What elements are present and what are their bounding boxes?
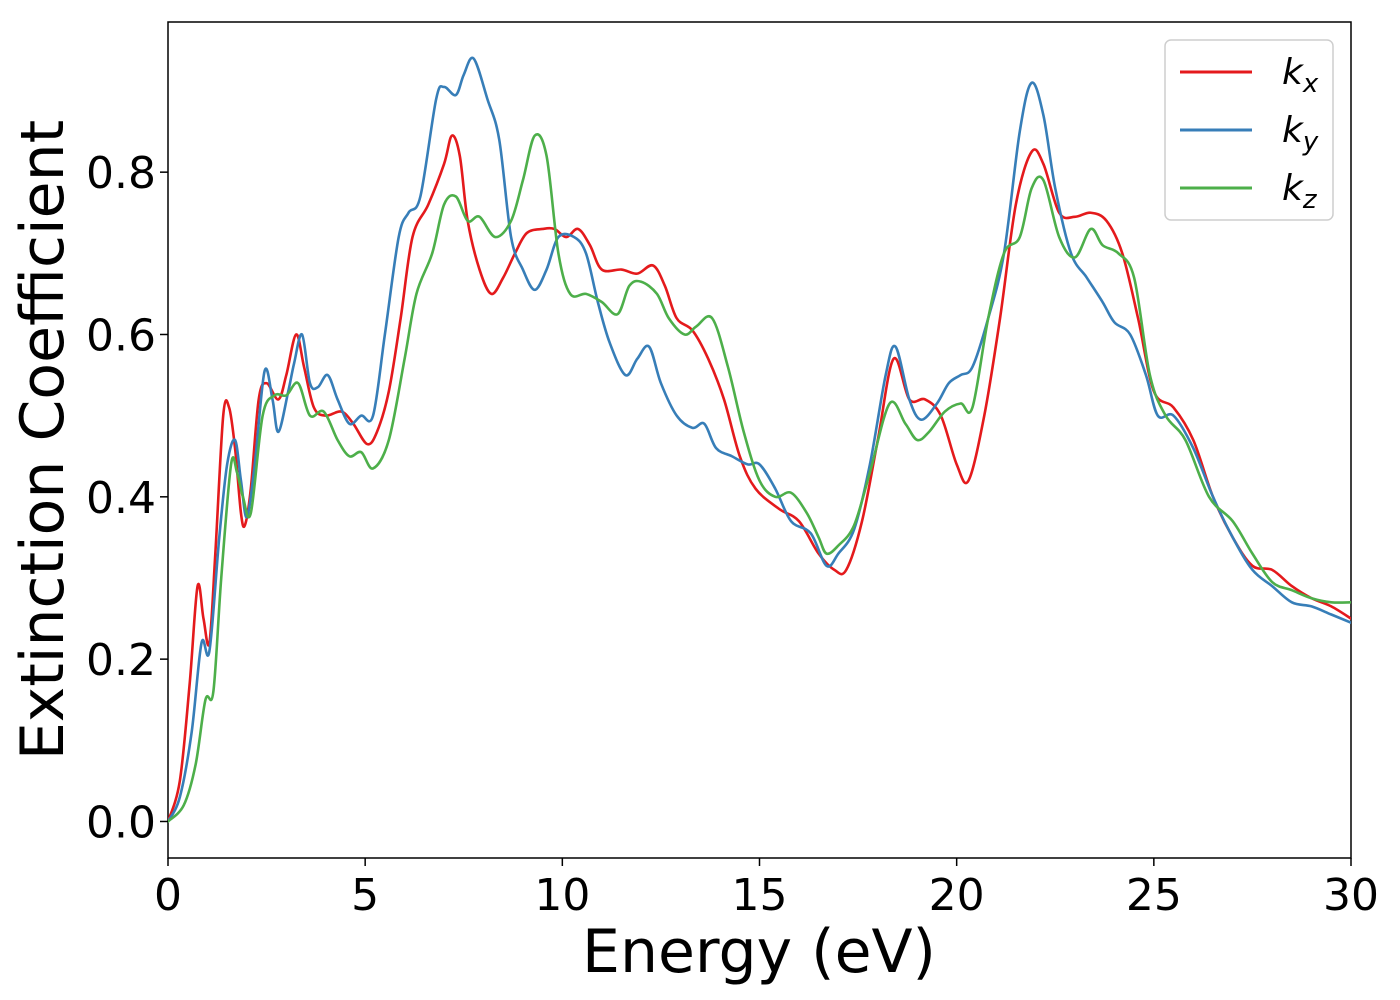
series-line-kz [168, 133, 1351, 823]
legend-label-kx: kx [1282, 52, 1319, 99]
x-tick-label: 5 [351, 870, 379, 921]
y-tick-label: 0.6 [86, 310, 156, 361]
y-tick-label: 0.2 [86, 635, 156, 686]
series-line-kx [168, 134, 1351, 823]
series-lines [168, 56, 1351, 823]
y-axis-title: Extinction Coefficient [8, 120, 78, 760]
y-tick-label: 0.4 [86, 473, 156, 524]
x-axis-title: Energy (eV) [582, 917, 936, 987]
y-tick-label: 0.0 [86, 797, 156, 848]
legend-label-ky: ky [1282, 110, 1319, 157]
x-tick-label: 25 [1126, 870, 1182, 921]
x-axis-ticks: 0 5 10 15 20 25 30 [154, 858, 1379, 921]
x-tick-label: 15 [732, 870, 788, 921]
legend-label-kz: kz [1282, 168, 1318, 215]
y-tick-label: 0.8 [86, 148, 156, 199]
legend: kx ky kz [1164, 39, 1334, 221]
x-tick-label: 20 [929, 870, 985, 921]
y-axis-ticks: 0.0 0.2 0.4 0.6 0.8 [86, 148, 168, 848]
plot-area [167, 21, 1352, 859]
x-tick-label: 30 [1323, 870, 1379, 921]
x-tick-label: 10 [534, 870, 590, 921]
x-tick-label: 0 [154, 870, 182, 921]
